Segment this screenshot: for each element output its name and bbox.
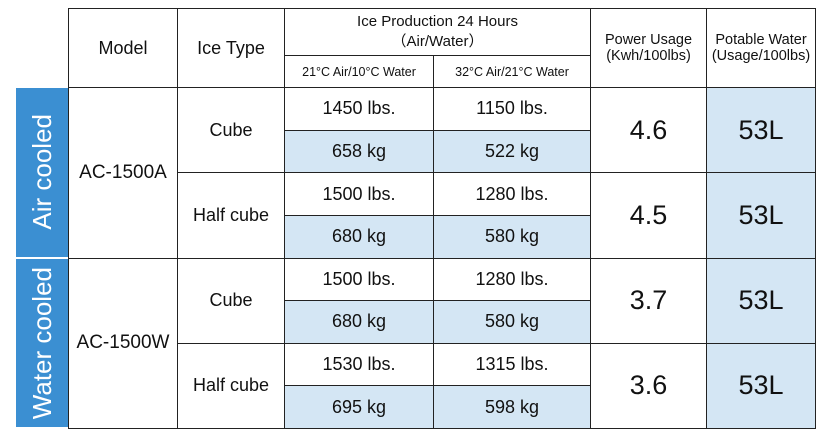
header-condition: 32°C Air/21°C Water bbox=[433, 55, 591, 88]
header-production-text: Ice Production 24 Hours bbox=[357, 13, 518, 30]
header-power: Power Usage (Kwh/100lbs) bbox=[590, 8, 707, 88]
production-kg: 580 kg bbox=[433, 300, 591, 344]
ice-type-text: Half cube bbox=[192, 204, 270, 225]
water-usage: 53L bbox=[706, 172, 816, 259]
production-kg-text: 680 kg bbox=[331, 226, 387, 247]
model-text: AC-1500W bbox=[76, 332, 170, 354]
group-label: Water cooled bbox=[26, 266, 57, 419]
production-kg: 680 kg bbox=[284, 214, 434, 259]
header-condition-text: 32°C Air/21°C Water bbox=[455, 64, 569, 79]
header-power-text: (Kwh/100lbs) bbox=[606, 48, 691, 64]
header-ice-type-text: Ice Type bbox=[197, 37, 265, 58]
power-usage: 3.7 bbox=[590, 257, 707, 344]
production-lbs-text: 1280 lbs. bbox=[475, 183, 549, 204]
production-lbs: 1530 lbs. bbox=[284, 342, 434, 387]
production-kg: 522 kg bbox=[433, 129, 591, 174]
header-power-text: Power Usage bbox=[604, 32, 693, 48]
production-lbs: 1280 lbs. bbox=[433, 257, 591, 302]
production-lbs: 1150 lbs. bbox=[433, 87, 591, 131]
header-production: Ice Production 24 Hours （Air/Water） bbox=[284, 8, 591, 56]
production-kg-text: 522 kg bbox=[484, 140, 540, 161]
production-lbs-text: 1500 lbs. bbox=[322, 183, 396, 204]
production-lbs-text: 1150 lbs. bbox=[476, 98, 548, 119]
production-lbs-text: 1530 lbs. bbox=[322, 354, 396, 375]
group-band: Air cooled bbox=[15, 87, 69, 258]
production-lbs-text: 1500 lbs. bbox=[322, 268, 396, 289]
model-text: AC-1500A bbox=[79, 161, 167, 183]
production-kg-text: 680 kg bbox=[331, 311, 387, 332]
header-model-text: Model bbox=[98, 37, 148, 58]
power-usage-text: 4.6 bbox=[629, 114, 668, 145]
header-production-text: （Air/Water） bbox=[391, 33, 484, 50]
ice-type: Cube bbox=[177, 257, 285, 344]
production-kg-text: 580 kg bbox=[484, 311, 540, 332]
power-usage-text: 3.6 bbox=[629, 370, 668, 401]
production-kg-text: 658 kg bbox=[331, 140, 387, 161]
water-usage-text: 53L bbox=[738, 285, 784, 316]
group-label: Air cooled bbox=[26, 114, 57, 231]
production-lbs: 1450 lbs. bbox=[284, 87, 434, 131]
water-usage-text: 53L bbox=[738, 114, 784, 145]
production-kg: 658 kg bbox=[284, 129, 434, 174]
header-ice-type: Ice Type bbox=[177, 8, 285, 88]
model: AC-1500A bbox=[68, 87, 178, 259]
water-usage: 53L bbox=[706, 87, 816, 174]
ice-type-text: Half cube bbox=[192, 375, 270, 396]
power-usage: 3.6 bbox=[590, 342, 707, 429]
production-kg-text: 580 kg bbox=[484, 226, 540, 247]
header-condition-text: 21°C Air/10°C Water bbox=[302, 64, 416, 79]
power-usage-text: 4.5 bbox=[629, 199, 668, 230]
production-kg: 695 kg bbox=[284, 385, 434, 429]
header-model: Model bbox=[68, 8, 178, 88]
production-kg-text: 598 kg bbox=[484, 396, 540, 417]
water-usage-text: 53L bbox=[738, 199, 784, 230]
ice-type: Half cube bbox=[177, 172, 285, 259]
header-water-text: Potable Water bbox=[715, 32, 807, 48]
production-kg: 680 kg bbox=[284, 300, 434, 344]
power-usage-text: 3.7 bbox=[629, 285, 668, 316]
power-usage: 4.5 bbox=[590, 172, 707, 259]
power-usage: 4.6 bbox=[590, 87, 707, 174]
ice-type-text: Cube bbox=[209, 119, 253, 140]
production-kg-text: 695 kg bbox=[331, 396, 387, 417]
production-lbs-text: 1280 lbs. bbox=[475, 268, 549, 289]
water-usage-text: 53L bbox=[738, 370, 784, 401]
production-kg: 598 kg bbox=[433, 385, 591, 429]
group-band: Water cooled bbox=[15, 257, 69, 428]
header-condition: 21°C Air/10°C Water bbox=[284, 55, 434, 88]
water-usage: 53L bbox=[706, 342, 816, 429]
production-lbs: 1500 lbs. bbox=[284, 172, 434, 216]
header-water: Potable Water (Usage/100lbs) bbox=[706, 8, 816, 88]
ice-type: Half cube bbox=[177, 342, 285, 429]
production-kg: 580 kg bbox=[433, 214, 591, 259]
production-lbs: 1315 lbs. bbox=[433, 342, 591, 387]
ice-type-text: Cube bbox=[209, 290, 253, 311]
header-water-text: (Usage/100lbs) bbox=[711, 48, 811, 64]
model: AC-1500W bbox=[68, 257, 178, 429]
ice-type: Cube bbox=[177, 87, 285, 174]
production-lbs-text: 1315 lbs. bbox=[475, 354, 549, 375]
water-usage: 53L bbox=[706, 257, 816, 344]
production-lbs-text: 1450 lbs. bbox=[322, 98, 396, 119]
production-lbs: 1500 lbs. bbox=[284, 257, 434, 302]
production-lbs: 1280 lbs. bbox=[433, 172, 591, 216]
